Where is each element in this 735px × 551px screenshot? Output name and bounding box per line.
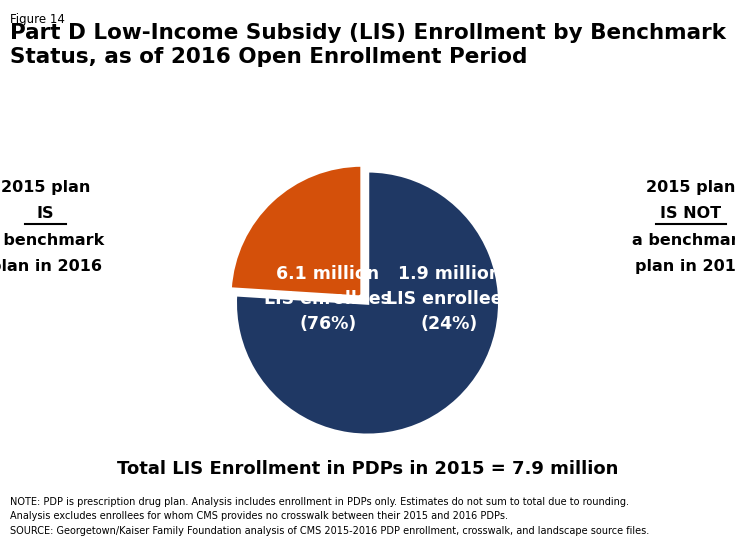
Text: FOUNDATION: FOUNDATION (650, 532, 707, 542)
Text: 6.1 million
LIS enrollees
(76%): 6.1 million LIS enrollees (76%) (265, 265, 391, 333)
Text: 2015 plan: 2015 plan (1, 180, 90, 195)
Text: NOTE: PDP is prescription drug plan. Analysis includes enrollment in PDPs only. : NOTE: PDP is prescription drug plan. Ana… (10, 497, 629, 507)
Text: FAMILY: FAMILY (651, 520, 706, 533)
Text: plan in 2016: plan in 2016 (0, 259, 101, 274)
Text: Total LIS Enrollment in PDPs in 2015 = 7.9 million: Total LIS Enrollment in PDPs in 2015 = 7… (117, 461, 618, 478)
Text: KAISER: KAISER (650, 509, 707, 523)
Text: Part D Low-Income Subsidy (LIS) Enrollment by Benchmark Plan
Status, as of 2016 : Part D Low-Income Subsidy (LIS) Enrollme… (10, 23, 735, 67)
Text: IS NOT: IS NOT (660, 206, 722, 222)
Text: a benchmark: a benchmark (0, 233, 104, 248)
Text: IS: IS (37, 206, 54, 222)
Text: Figure 14: Figure 14 (10, 13, 65, 26)
Wedge shape (230, 165, 362, 298)
Text: a benchmark: a benchmark (632, 233, 735, 248)
Text: THE HENRY J.: THE HENRY J. (656, 503, 701, 509)
Wedge shape (235, 171, 500, 435)
Text: Analysis excludes enrollees for whom CMS provides no crosswalk between their 201: Analysis excludes enrollees for whom CMS… (10, 511, 509, 521)
Text: plan in 2016: plan in 2016 (635, 259, 735, 274)
Text: 2015 plan: 2015 plan (646, 180, 735, 195)
Text: SOURCE: Georgetown/Kaiser Family Foundation analysis of CMS 2015-2016 PDP enroll: SOURCE: Georgetown/Kaiser Family Foundat… (10, 526, 650, 536)
Text: 1.9 million
LIS enrollees
(24%): 1.9 million LIS enrollees (24%) (386, 265, 513, 333)
